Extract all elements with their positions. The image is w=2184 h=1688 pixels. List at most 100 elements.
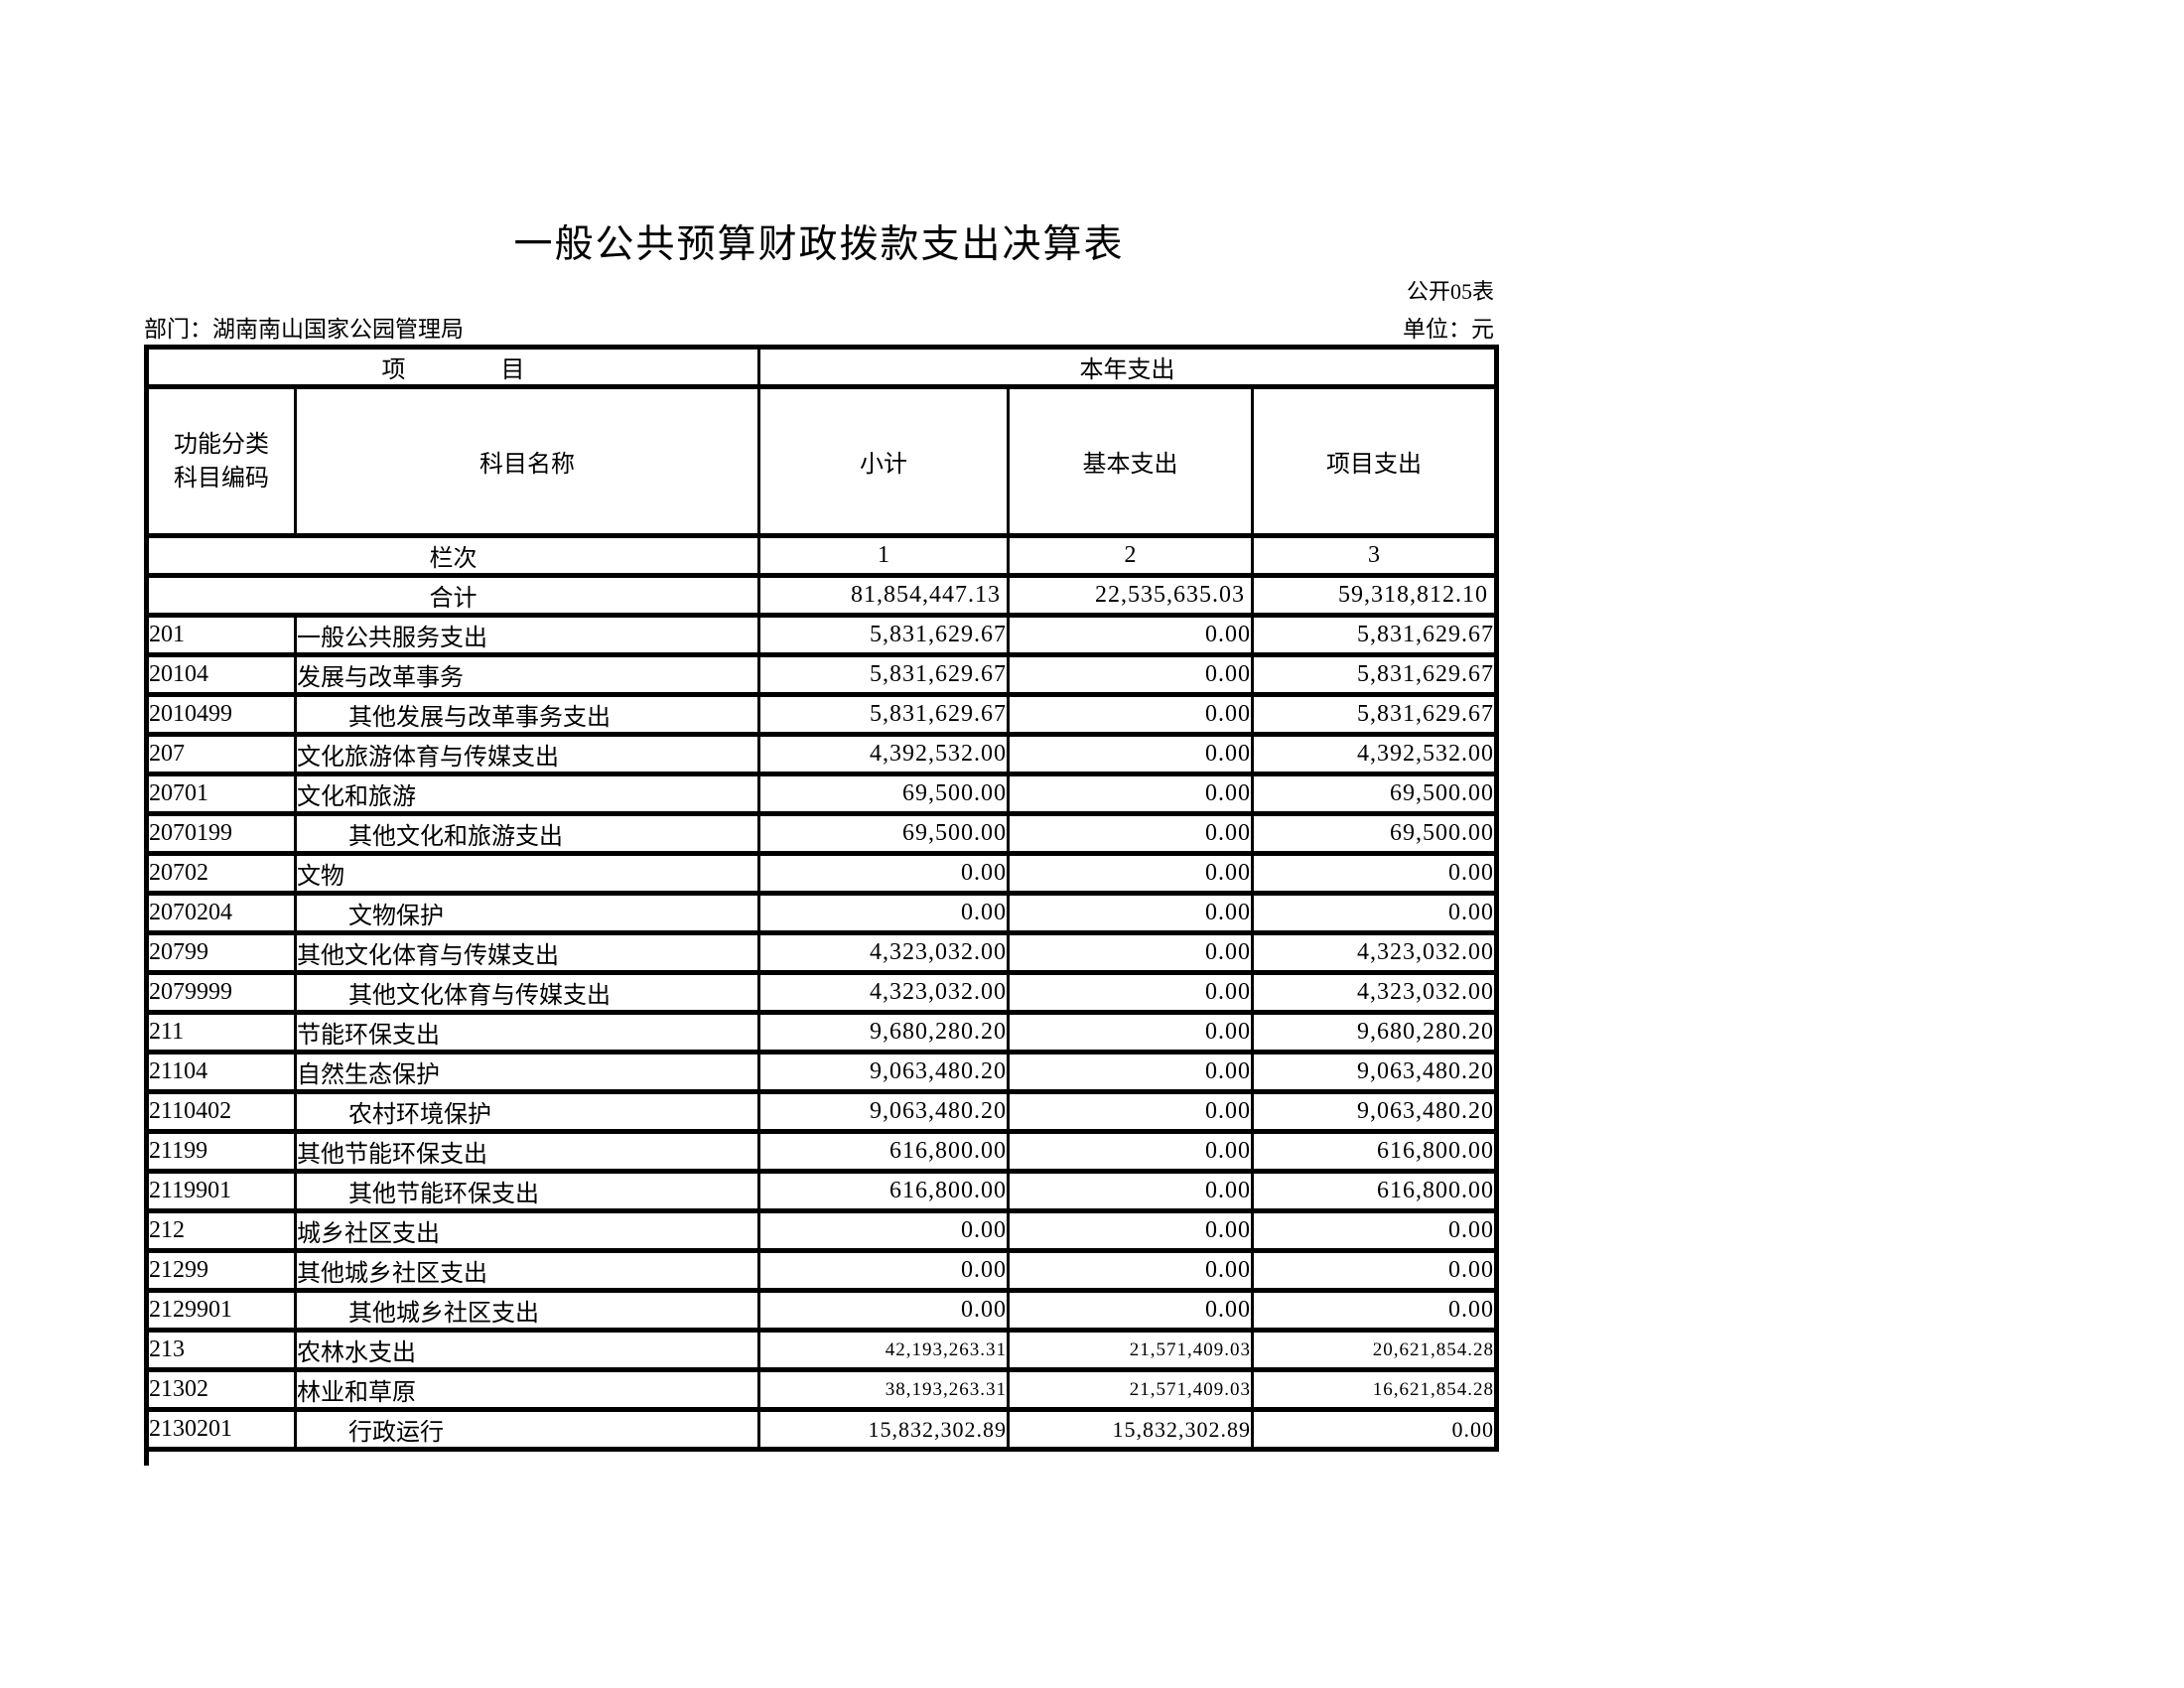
row-subject-name: 其他文化和旅游支出 [294, 811, 760, 856]
row-subtotal-value: 5,831,629.67 [757, 613, 1010, 657]
row-subject-name: 文化和旅游 [294, 772, 760, 816]
row-basic-expense-value: 0.00 [1007, 1050, 1254, 1094]
row-basic-expense-value: 0.00 [1007, 930, 1254, 975]
row-project-expense-value: 9,680,280.20 [1250, 1010, 1499, 1055]
row-function-code: 2130201 [145, 1407, 297, 1452]
row-subtotal-value: 38,193,263.31 [757, 1367, 1010, 1412]
row-subtotal-value: 69,500.00 [757, 772, 1010, 816]
row-basic-expense-value: 0.00 [1007, 1010, 1254, 1055]
row-subject-name: 其他城乡社区支出 [294, 1288, 760, 1333]
row-basic-expense-value: 0.00 [1007, 851, 1254, 896]
table-row: 2119901 其他节能环保支出 616,800.00 0.00 616,800.00 [145, 1169, 1499, 1213]
row-basic-expense-value: 0.00 [1007, 811, 1254, 856]
row-basic-expense-value: 0.00 [1007, 1248, 1254, 1293]
row-basic-expense-value: 21,571,409.03 [1007, 1367, 1254, 1412]
row-subtotal-value: 0.00 [757, 851, 1010, 896]
table-row: 20702 文物 0.00 0.00 0.00 [145, 851, 1499, 896]
row-subtotal-value: 15,832,302.89 [757, 1407, 1010, 1452]
table-row: 21199 其他节能环保支出 616,800.00 0.00 616,800.00 [145, 1129, 1499, 1174]
row-basic-expense-value: 0.00 [1007, 1288, 1254, 1333]
row-project-expense-value: 4,323,032.00 [1250, 930, 1499, 975]
table-row: 2010499 其他发展与改革事务支出 5,831,629.67 0.00 5,831,… [145, 692, 1499, 737]
row-subject-name: 文物保护 [294, 891, 760, 935]
row-subtotal-value: 5,831,629.67 [757, 692, 1010, 737]
table-row: 21104 自然生态保护 9,063,480.20 0.00 9,063,480.20 [145, 1050, 1499, 1094]
row-function-code: 2110402 [145, 1089, 297, 1134]
meta-row: 部门：湖南南山国家公园管理局 单位：元 [144, 310, 1494, 344]
row-function-code: 20702 [145, 851, 297, 896]
table-row: 213 农林水支出 42,193,263.31 21,571,409.03 20,621… [145, 1328, 1499, 1372]
table-code-label: 公开05表 [1406, 279, 1494, 304]
left-border-notch [144, 1452, 149, 1466]
row-function-code: 2119901 [145, 1169, 297, 1213]
budget-table-wrapper: 项 目 本年支出 功能分类 科目编码 科目名称 小计 基本支出 项目支出 栏次 … [144, 345, 1500, 1466]
row-subtotal-value: 0.00 [757, 1208, 1010, 1253]
grand-total-subtotal: 81,854,447.13 [757, 573, 1010, 618]
row-function-code: 2129901 [145, 1288, 297, 1333]
row-basic-expense-value: 0.00 [1007, 1129, 1254, 1174]
row-subject-name: 城乡社区支出 [294, 1208, 760, 1253]
row-subject-name: 其他节能环保支出 [294, 1169, 760, 1213]
grand-total-project: 59,318,812.10 [1250, 573, 1499, 618]
row-function-code: 201 [145, 613, 297, 657]
header-function-code-line1: 功能分类 [174, 431, 269, 458]
row-basic-expense-value: 0.00 [1007, 692, 1254, 737]
row-project-expense-value: 0.00 [1250, 891, 1499, 935]
row-project-expense-value: 616,800.00 [1250, 1129, 1499, 1174]
row-project-expense-value: 4,323,032.00 [1250, 970, 1499, 1015]
row-project-expense-value: 0.00 [1250, 851, 1499, 896]
grand-total-basic: 22,535,635.03 [1007, 573, 1254, 618]
row-basic-expense-value: 21,571,409.03 [1007, 1328, 1254, 1372]
header-group-row: 项 目 本年支出 [145, 345, 1499, 389]
row-project-expense-value: 9,063,480.20 [1250, 1089, 1499, 1134]
header-subject-name: 科目名称 [294, 384, 760, 538]
row-subject-name: 自然生态保护 [294, 1050, 760, 1094]
header-basic-expense: 基本支出 [1007, 384, 1254, 538]
row-subtotal-value: 9,063,480.20 [757, 1050, 1010, 1094]
grand-total-label: 合计 [145, 573, 760, 618]
row-project-expense-value: 616,800.00 [1250, 1169, 1499, 1213]
header-item-group: 项 目 [145, 345, 760, 389]
row-function-code: 213 [145, 1328, 297, 1372]
row-subtotal-value: 5,831,629.67 [757, 652, 1010, 697]
header-project-expense: 项目支出 [1250, 384, 1499, 538]
row-subtotal-value: 4,323,032.00 [757, 970, 1010, 1015]
column-index-1: 1 [757, 533, 1010, 578]
row-basic-expense-value: 0.00 [1007, 1169, 1254, 1213]
table-row: 2130201 行政运行 15,832,302.89 15,832,302.89 0.0… [145, 1407, 1499, 1452]
row-project-expense-value: 20,621,854.28 [1250, 1328, 1499, 1372]
row-function-code: 2010499 [145, 692, 297, 737]
row-project-expense-value: 5,831,629.67 [1250, 692, 1499, 737]
row-function-code: 211 [145, 1010, 297, 1055]
row-subject-name: 农林水支出 [294, 1328, 760, 1372]
row-subject-name: 其他城乡社区支出 [294, 1248, 760, 1293]
row-function-code: 21302 [145, 1367, 297, 1412]
row-subtotal-value: 4,323,032.00 [757, 930, 1010, 975]
row-function-code: 212 [145, 1208, 297, 1253]
row-basic-expense-value: 0.00 [1007, 1089, 1254, 1134]
row-function-code: 20104 [145, 652, 297, 697]
header-subtotal: 小计 [757, 384, 1010, 538]
header-year-expense-group: 本年支出 [756, 345, 1499, 389]
row-project-expense-value: 69,500.00 [1250, 811, 1499, 856]
row-project-expense-value: 0.00 [1250, 1288, 1499, 1333]
row-subtotal-value: 0.00 [757, 891, 1010, 935]
row-subject-name: 文物 [294, 851, 760, 896]
row-subject-name: 文化旅游体育与传媒支出 [294, 732, 760, 776]
row-subject-name: 其他文化体育与传媒支出 [294, 930, 760, 975]
row-subject-name: 一般公共服务支出 [294, 613, 760, 657]
department-label: 部门：湖南南山国家公园管理局 [144, 317, 464, 342]
row-subtotal-value: 42,193,263.31 [757, 1328, 1010, 1372]
table-row: 207 文化旅游体育与传媒支出 4,392,532.00 0.00 4,392,532.… [145, 732, 1499, 776]
table-row: 2110402 农村环境保护 9,063,480.20 0.00 9,063,480.2… [145, 1089, 1499, 1134]
page-title: 一般公共预算财政拨款支出决算表 [513, 223, 1125, 266]
row-subject-name: 林业和草原 [294, 1367, 760, 1412]
row-subject-name: 农村环境保护 [294, 1089, 760, 1134]
row-project-expense-value: 5,831,629.67 [1250, 652, 1499, 697]
row-project-expense-value: 9,063,480.20 [1250, 1050, 1499, 1094]
table-row: 2070204 文物保护 0.00 0.00 0.00 [145, 891, 1499, 935]
table-row: 2070199 其他文化和旅游支出 69,500.00 0.00 69,500.00 [145, 811, 1499, 856]
row-project-expense-value: 4,392,532.00 [1250, 732, 1499, 776]
row-function-code: 21299 [145, 1248, 297, 1293]
budget-table: 项 目 本年支出 功能分类 科目编码 科目名称 小计 基本支出 项目支出 栏次 … [144, 345, 1500, 1452]
